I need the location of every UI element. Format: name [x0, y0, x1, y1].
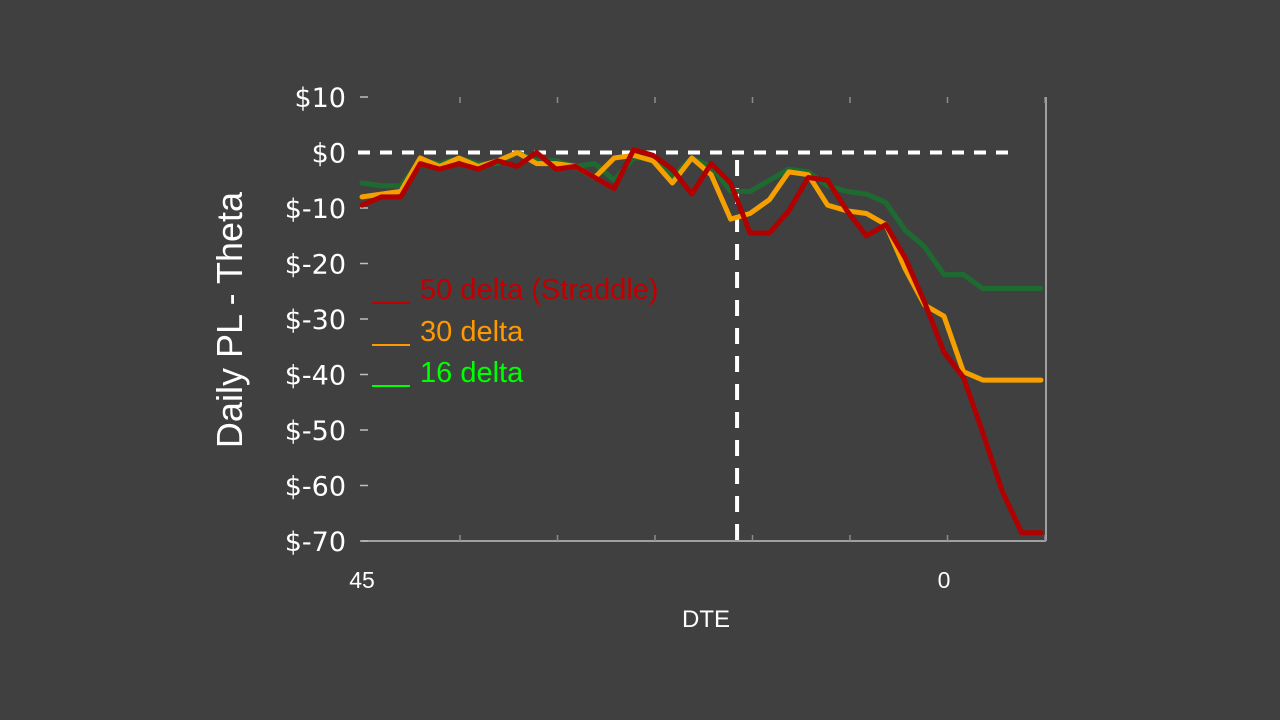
y-tick-label: $-10: [285, 194, 346, 225]
legend-entry: 50 delta (Straddle): [420, 274, 659, 306]
series-line-16-delta: [359, 150, 1044, 291]
y-axis-label: Daily PL - Theta: [209, 191, 250, 448]
y-tick-label: $-60: [285, 472, 346, 503]
x-ticks: 45 0: [349, 535, 1046, 593]
legend: 50 delta (Straddle) 30 delta 16 delta: [372, 274, 659, 389]
series-lines: [359, 147, 1044, 536]
x-tick-label: 0: [938, 567, 951, 593]
y-tick-label: $0: [312, 139, 346, 170]
y-tick-label: $-20: [285, 250, 346, 281]
y-tick-label: $-50: [285, 416, 346, 447]
y-tick-label: $-70: [285, 527, 346, 558]
legend-entry: 30 delta: [420, 316, 524, 348]
reference-lines: [358, 150, 1010, 545]
y-tick-label: $10: [294, 83, 346, 114]
legend-entry: 16 delta: [420, 357, 524, 389]
axes: [362, 97, 1047, 542]
y-tick-label: $-40: [285, 361, 346, 392]
x-tick-label: 45: [349, 567, 375, 593]
y-ticks: $10 $0 $-10 $-20 $-30 $-40 $-50 $-60 $-70: [285, 83, 1046, 558]
x-axis-label: DTE: [682, 606, 730, 633]
series-line-50-delta-straddle-: [359, 147, 1044, 536]
y-tick-label: $-30: [285, 305, 346, 336]
